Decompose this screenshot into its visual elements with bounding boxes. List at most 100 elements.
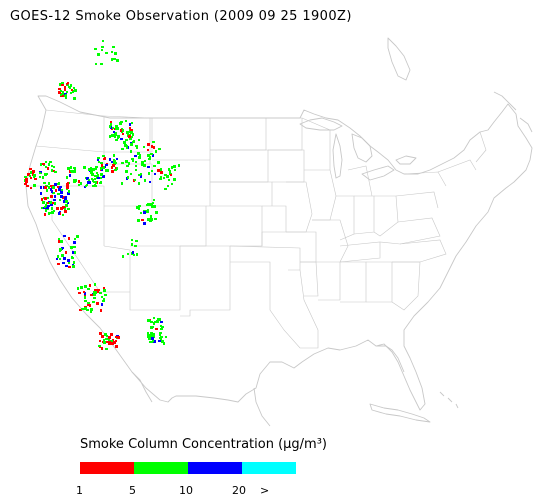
smoke-pixel — [138, 174, 141, 176]
smoke-pixel — [134, 155, 137, 157]
smoke-pixel — [139, 154, 141, 156]
smoke-pixel — [153, 205, 156, 208]
smoke-pixel — [101, 347, 103, 350]
us-map — [24, 37, 533, 427]
smoke-pixel — [51, 207, 53, 210]
smoke-pixel — [98, 161, 100, 163]
smoke-pixel — [73, 181, 76, 183]
smoke-pixel — [100, 181, 102, 184]
lake-huron — [351, 133, 373, 163]
smoke-pixel — [106, 335, 108, 337]
smoke-pixel — [57, 186, 59, 188]
smoke-pixel — [160, 328, 163, 330]
smoke-pixel — [73, 179, 75, 181]
smoke-pixel — [135, 165, 137, 167]
smoke-pixel — [47, 167, 49, 170]
smoke-pixel — [147, 166, 150, 168]
smoke-pixel — [138, 205, 141, 207]
smoke-pixel — [122, 255, 124, 258]
smoke-pixel — [151, 205, 154, 208]
smoke-pixel — [135, 169, 137, 171]
smoke-pixel — [70, 246, 73, 249]
smoke-pixel — [30, 177, 32, 179]
smoke-pixel — [132, 133, 134, 136]
smoke-pixel — [64, 208, 66, 211]
smoke-pixel — [93, 297, 96, 299]
smoke-pixel — [147, 332, 149, 334]
smoke-pixel — [81, 308, 84, 310]
smoke-pixel — [150, 218, 153, 221]
smoke-pixel — [113, 131, 115, 133]
smoke-pixel — [159, 332, 161, 335]
smoke-pixel — [86, 177, 89, 180]
smoke-pixel — [132, 160, 134, 162]
smoke-pixel — [117, 336, 120, 339]
smoke-pixel — [121, 162, 124, 164]
smoke-pixel — [103, 287, 105, 290]
smoke-pixel — [97, 290, 99, 293]
smoke-pixel — [67, 192, 70, 195]
smoke-pixel — [100, 162, 103, 164]
smoke-pixel — [100, 309, 102, 312]
smoke-pixel — [161, 340, 164, 343]
smoke-pixel — [125, 170, 128, 173]
smoke-pixel — [65, 97, 67, 99]
smoke-pixel — [54, 171, 57, 173]
smoke-pixel — [163, 177, 165, 179]
smoke-pixel — [51, 165, 53, 167]
smoke-pixel — [136, 206, 138, 209]
smoke-pixel — [113, 155, 115, 157]
smoke-pixel — [147, 143, 150, 146]
smoke-pixel — [150, 216, 152, 218]
smoke-pixel — [96, 302, 99, 305]
smoke-pixel — [155, 328, 158, 330]
tick-label-10: 10 — [179, 484, 193, 497]
smoke-pixel — [149, 181, 151, 183]
smoke-pixel — [101, 164, 103, 167]
smoke-pixel — [173, 178, 176, 181]
color-scale-bar — [80, 462, 296, 474]
smoke-pixel — [166, 175, 169, 178]
smoke-pixel — [76, 235, 79, 238]
smoke-map — [24, 37, 533, 427]
smoke-pixel — [62, 91, 64, 93]
smoke-pixel — [97, 175, 99, 177]
smoke-pixel — [150, 203, 153, 206]
tick-label-5: 5 — [129, 484, 136, 497]
smoke-pixel — [113, 160, 116, 163]
smoke-pixel — [159, 334, 161, 336]
smoke-pixel — [138, 156, 141, 159]
smoke-pixel — [99, 340, 101, 342]
smoke-pixel — [160, 176, 162, 178]
smoke-pixel — [62, 262, 65, 264]
smoke-pixel — [147, 203, 150, 206]
tick-label-20: 20 — [232, 484, 246, 497]
smoke-pixel — [56, 207, 59, 210]
smoke-pixel — [29, 168, 32, 170]
smoke-pixel — [75, 179, 77, 182]
smoke-pixel — [115, 345, 118, 348]
smoke-pixel — [132, 251, 134, 254]
smoke-pixel — [129, 138, 132, 140]
smoke-pixel — [71, 89, 73, 91]
smoke-pixel — [90, 310, 92, 313]
smoke-pixel — [84, 296, 86, 299]
smoke-pixel — [140, 212, 142, 214]
smoke-pixel — [64, 210, 67, 213]
smoke-pixel — [151, 337, 154, 340]
smoke-pixel — [100, 167, 102, 170]
smoke-pixel — [130, 173, 132, 175]
smoke-pixel — [116, 59, 119, 62]
smoke-pixel — [78, 292, 81, 294]
smoke-pixel — [33, 184, 36, 187]
map-boundaries — [25, 37, 533, 427]
smoke-pixel — [58, 188, 61, 191]
smoke-pixel — [84, 292, 86, 295]
smoke-pixel — [124, 144, 127, 147]
smoke-pixel — [65, 265, 68, 267]
smoke-pixel — [109, 135, 111, 138]
smoke-pixel — [147, 154, 150, 157]
smoke-pixel — [153, 165, 156, 167]
smoke-pixel — [143, 222, 146, 225]
smoke-pixel — [70, 84, 72, 87]
